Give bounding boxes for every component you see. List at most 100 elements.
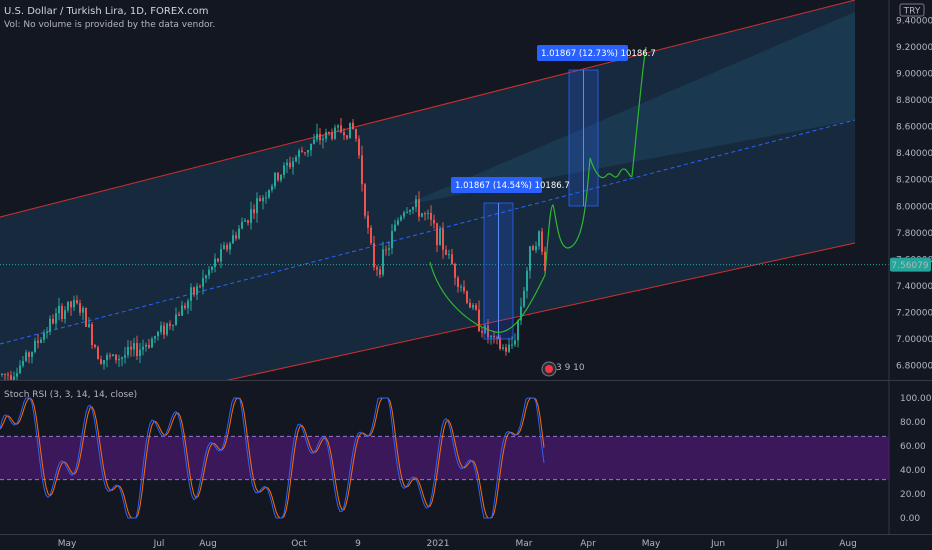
candle-body: [61, 305, 63, 320]
stoch-tick: 100.00: [900, 394, 932, 404]
candle-body: [64, 310, 66, 320]
candle-body: [205, 275, 207, 279]
candle-body: [157, 331, 159, 337]
candles: [1, 118, 546, 380]
candle-body: [34, 340, 36, 352]
candle-body: [265, 197, 267, 199]
candle-body: [445, 249, 447, 255]
price-axis[interactable]: TRY 6.800007.000007.200007.400007.600007…: [888, 0, 932, 534]
channel-upper-shade: [405, 12, 855, 205]
candle-body: [160, 325, 162, 332]
candle-body: [343, 132, 345, 136]
candle-body: [373, 243, 375, 268]
events-flag-icon[interactable]: 3 9 10: [541, 361, 585, 377]
candle-body: [511, 344, 513, 346]
candle-body: [97, 347, 99, 360]
measure-label-1-text: 1.01867 (14.54%) 10186.7: [455, 181, 570, 191]
channel-midline: [0, 119, 856, 345]
price-axis-ticks: 6.800007.000007.200007.400007.600007.800…: [896, 16, 932, 371]
candle-body: [55, 313, 57, 324]
candle-body: [313, 139, 315, 144]
candle-body: [136, 343, 138, 356]
candle-body: [211, 266, 213, 270]
measure-label-1: 1.01867 (14.54%) 10186.7: [451, 177, 570, 193]
candle-body: [424, 213, 426, 215]
currency-label: TRY: [903, 7, 921, 17]
price-tick: 7.20000: [896, 308, 932, 318]
candle-body: [178, 314, 180, 316]
candle-body: [391, 231, 393, 249]
price-tick: 7.40000: [896, 282, 932, 292]
candle-body: [403, 212, 405, 217]
candle-body: [127, 346, 129, 356]
candle-body: [70, 301, 72, 308]
candle-body: [94, 344, 96, 348]
svg-text:3 9 10: 3 9 10: [556, 363, 585, 373]
candle-body: [481, 331, 483, 333]
candle-body: [442, 228, 444, 250]
candle-body: [277, 172, 279, 181]
candle-body: [4, 373, 6, 375]
candle-body: [301, 150, 303, 153]
candle-body: [67, 301, 69, 311]
candle-body: [286, 162, 288, 166]
candle-body: [244, 220, 246, 222]
time-tick: 9: [355, 539, 361, 549]
candle-body: [223, 245, 225, 249]
candle-body: [475, 305, 477, 310]
candle-body: [319, 133, 321, 141]
stoch-tick: 60.00: [900, 442, 926, 452]
candle-body: [253, 209, 255, 214]
candle-body: [388, 248, 390, 250]
time-tick: Jul: [153, 539, 165, 549]
candle-body: [274, 172, 276, 187]
candle-body: [241, 221, 243, 229]
time-axis[interactable]: May Jul Aug Oct 9 2021 Mar Apr May Jun Jul Aug: [58, 539, 857, 549]
channel-upper-line: [0, 0, 856, 218]
time-tick: Jul: [776, 539, 788, 549]
candle-body: [508, 344, 510, 352]
candle-body: [40, 339, 42, 343]
candle-body: [289, 162, 291, 168]
candle-body: [385, 249, 387, 251]
price-tick: 9.00000: [896, 70, 932, 80]
candle-body: [361, 155, 363, 185]
stoch-rsi-pane[interactable]: Stoch RSI (3, 3, 14, 14, close) 0.00 20.0…: [0, 390, 932, 524]
candle-body: [106, 355, 108, 361]
candle-body: [394, 224, 396, 232]
price-tick: 8.00000: [896, 202, 932, 212]
candle-body: [226, 245, 228, 250]
last-price-label: 7.56079: [891, 261, 928, 271]
candle-body: [175, 314, 177, 326]
volume-note: Vol: No volume is provided by the data v…: [4, 20, 215, 30]
candle-body: [478, 309, 480, 332]
price-tick: 7.80000: [896, 229, 932, 239]
chart-title: U.S. Dollar / Turkish Lira, 1D, FOREX.co…: [4, 6, 209, 17]
time-tick: Mar: [516, 539, 533, 549]
candle-body: [130, 346, 132, 350]
candle-body: [535, 246, 537, 251]
candle-body: [82, 307, 84, 313]
candle-body: [214, 258, 216, 267]
candle-body: [382, 249, 384, 275]
candle-body: [7, 374, 9, 376]
channel-lower-line: [226, 242, 856, 380]
candle-body: [370, 227, 372, 244]
candle-body: [337, 125, 339, 128]
candle-body: [436, 223, 438, 246]
time-tick: Jun: [710, 539, 725, 549]
candle-body: [28, 352, 30, 357]
candle-body: [1, 373, 3, 375]
candle-body: [334, 127, 336, 139]
candle-body: [271, 186, 273, 190]
candle-body: [283, 165, 285, 175]
price-pane[interactable]: [0, 0, 889, 430]
price-tick: 8.20000: [896, 176, 932, 186]
candle-body: [526, 270, 528, 291]
candle-body: [247, 220, 249, 223]
candle-body: [352, 122, 354, 130]
candle-body: [199, 286, 201, 288]
stoch-band: [0, 436, 889, 480]
candle-body: [76, 300, 78, 304]
